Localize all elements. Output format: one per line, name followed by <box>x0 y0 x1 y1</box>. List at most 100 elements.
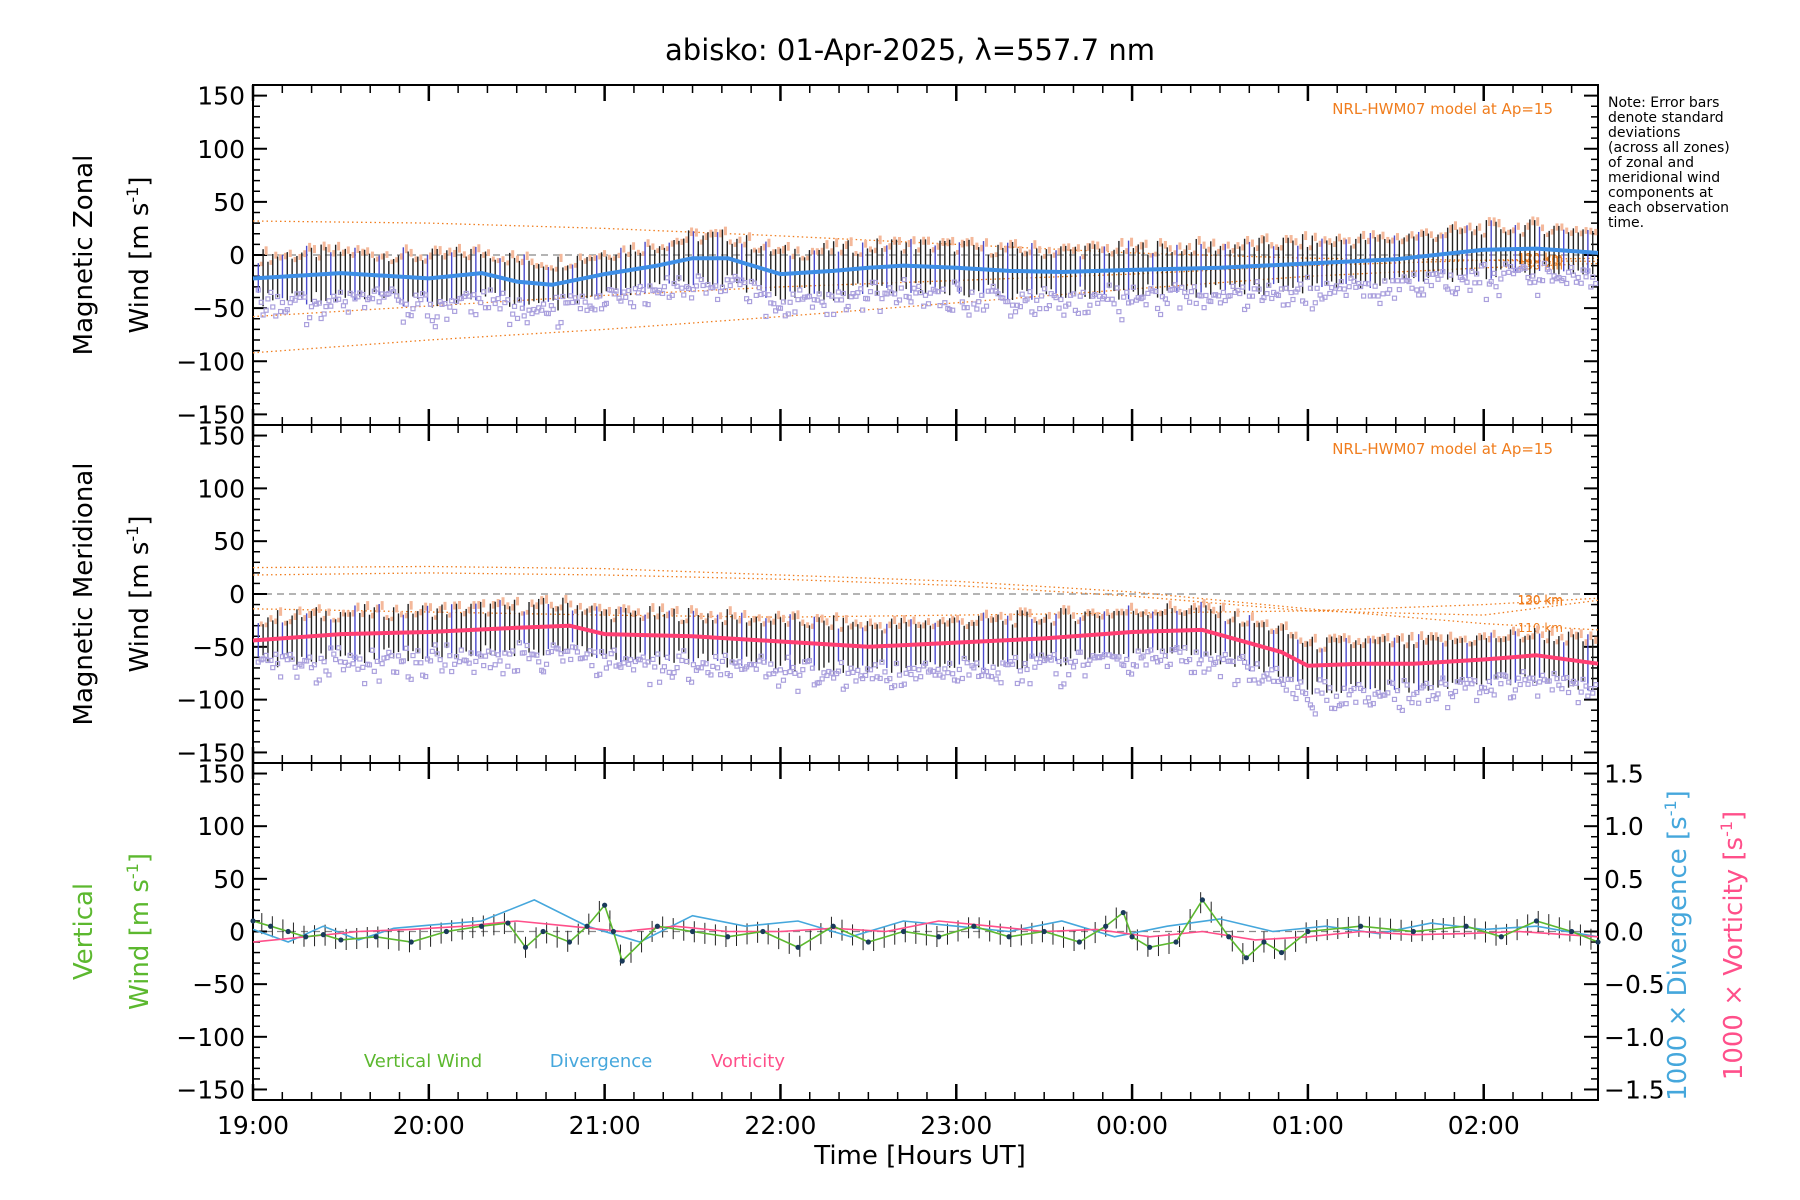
zone-point <box>1409 285 1415 291</box>
zone-point <box>275 660 281 667</box>
zone-point <box>333 656 339 663</box>
zone-point <box>1024 296 1030 302</box>
zone-point <box>916 283 922 289</box>
zone-point <box>681 648 687 654</box>
zone-point <box>347 652 353 658</box>
zone-point <box>265 657 271 664</box>
zone-point <box>579 655 585 661</box>
zone-point <box>661 284 668 290</box>
zone-point <box>447 653 453 659</box>
zone-point <box>1590 690 1596 696</box>
zone-point <box>1290 691 1296 697</box>
zone-point <box>1449 694 1456 700</box>
zone-point <box>400 319 406 325</box>
zone-point <box>921 303 927 309</box>
zone-point <box>913 676 919 682</box>
zone-point <box>1148 647 1154 653</box>
zone-point <box>1498 681 1504 687</box>
zone-point <box>947 306 953 313</box>
zone-point <box>1077 293 1083 299</box>
zone-point <box>1527 280 1533 286</box>
zone-point <box>724 277 730 283</box>
zone-point <box>603 665 609 671</box>
zone-point <box>558 651 564 657</box>
zone-point <box>1101 652 1107 658</box>
zone-point <box>637 657 643 663</box>
zone-point <box>279 654 286 660</box>
model-curve-110km <box>252 220 1599 263</box>
altitude-label: 130 km <box>1518 593 1563 607</box>
zone-point <box>495 652 501 658</box>
zone-point <box>1043 305 1049 312</box>
zone-point <box>408 313 414 319</box>
zone-point <box>773 668 779 674</box>
zone-point <box>685 285 692 292</box>
zone-point <box>1008 313 1014 319</box>
vertical-wind-point <box>338 937 344 943</box>
zone-point <box>569 644 576 650</box>
zone-point <box>1370 293 1376 299</box>
zone-point <box>626 287 632 294</box>
zone-point <box>521 650 527 656</box>
zone-point <box>447 304 453 310</box>
zone-point <box>1075 310 1081 316</box>
zone-point <box>516 640 522 646</box>
zone-point <box>714 296 721 303</box>
zone-point <box>1358 283 1364 290</box>
zone-point <box>995 670 1001 676</box>
vertical-wind-point <box>1006 934 1012 940</box>
zone-point <box>1454 285 1460 292</box>
zone-point <box>932 672 938 678</box>
zone-point <box>1588 284 1594 290</box>
zone-point <box>598 306 605 312</box>
zone-point <box>318 655 324 661</box>
legend-item-vertical-wind: Vertical Wind <box>364 1051 482 1072</box>
zone-point <box>1469 681 1475 687</box>
zone-point <box>945 670 951 676</box>
zone-point <box>829 670 835 676</box>
zone-point <box>722 652 729 658</box>
zone-point <box>1573 680 1579 686</box>
zone-point <box>681 292 687 298</box>
zone-point <box>635 290 642 296</box>
zone-point <box>1583 683 1589 689</box>
vertical-wind-point <box>250 918 256 924</box>
zone-point <box>511 303 518 310</box>
zone-point <box>1578 280 1584 286</box>
zone-point <box>964 305 970 311</box>
y-axis-label-line1: Magnetic Zonal <box>69 155 99 356</box>
zone-point <box>710 663 716 669</box>
zone-point <box>1491 692 1497 698</box>
zone-point <box>922 292 929 298</box>
zone-point <box>990 283 996 289</box>
vertical-wind-point <box>1199 897 1206 903</box>
zone-point <box>1037 659 1043 666</box>
zone-point <box>685 676 692 683</box>
zone-point <box>1590 274 1596 280</box>
zone-point <box>974 660 980 666</box>
zone-point <box>632 286 639 292</box>
zone-point <box>1000 660 1006 666</box>
zone-point <box>1510 694 1517 700</box>
zone-point <box>1391 696 1398 702</box>
zone-point <box>526 656 532 662</box>
zone-point <box>555 646 561 652</box>
zone-point <box>763 674 769 680</box>
zone-point <box>550 306 556 312</box>
zone-point <box>1201 305 1207 311</box>
zone-point <box>863 672 869 679</box>
zone-point <box>584 307 590 313</box>
zone-point <box>442 662 448 668</box>
zone-point <box>751 662 758 668</box>
zone-point <box>869 279 875 285</box>
zone-point <box>391 288 397 295</box>
zone-point <box>1474 697 1480 704</box>
zone-point <box>903 670 909 676</box>
zone-point <box>942 300 948 306</box>
zone-point <box>1525 681 1531 687</box>
zone-point <box>394 669 400 675</box>
zone-point <box>294 674 300 680</box>
vertical-wind-point <box>1595 939 1601 945</box>
zone-point <box>424 313 431 319</box>
zone-point <box>630 667 637 673</box>
